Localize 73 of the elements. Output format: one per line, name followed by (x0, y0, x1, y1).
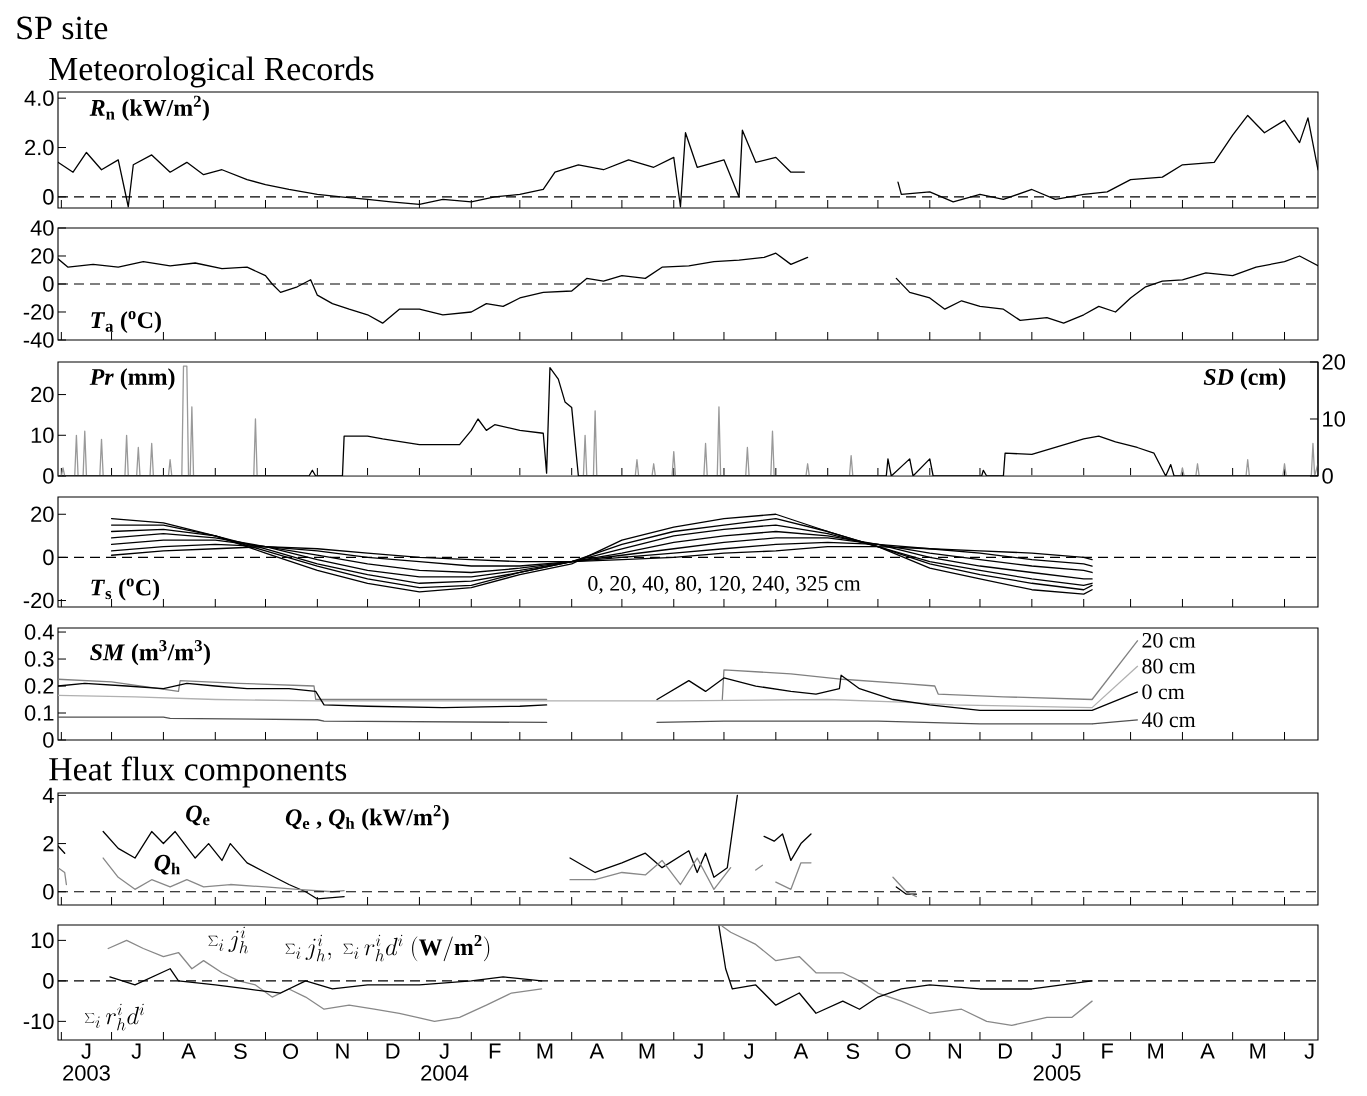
y-tick-label: 2 (43, 835, 54, 852)
y-tick-label: 20 (31, 386, 54, 403)
x-tick-label: A (181, 1043, 196, 1059)
series-label: $\sum_i j^i_h$ (208, 926, 249, 954)
x-tick-label: A (589, 1043, 605, 1059)
y-tick-label: 0.3 (24, 651, 54, 667)
y-tick-label: -10 (23, 1013, 54, 1030)
x-tick-label: J (693, 1043, 703, 1059)
y2-axis-title: SD (cm) (1203, 368, 1286, 390)
y2-tick-label: 20 (1322, 354, 1346, 370)
y-tick-label: -20 (23, 304, 54, 320)
y-axis-title: T$_{a}$ ($^{o}$C) (91, 311, 161, 334)
y-axis-title: Q$_{e}$ , Q$_{h}$ (kW/m$^{2}$) (285, 805, 449, 831)
y-tick-label: 4 (42, 787, 54, 803)
chart-title: Heat flux components (49, 756, 347, 788)
text: 20 cm (1142, 632, 1196, 648)
chart-subtitle: Meteorological Records (49, 56, 374, 88)
y-tick-label: 20 (31, 248, 54, 264)
x-tick-label: D (386, 1043, 400, 1059)
y-tick-label: 4.0 (24, 90, 54, 106)
y-tick-label: 0.4 (24, 624, 54, 640)
text: 80 cm (1142, 658, 1196, 674)
legend-label: 0 cm (1142, 684, 1185, 700)
x-tick-label: F (489, 1043, 501, 1059)
x-tick-label: M (639, 1043, 655, 1059)
y2-tick-label: 10 (1323, 411, 1346, 427)
y-tick-label: 0 (43, 732, 54, 748)
x-tick-label: O (895, 1043, 911, 1060)
y-tick-label: 0 (43, 468, 54, 484)
x-tick-label: J 2004 (421, 1043, 469, 1081)
x-tick-label: A (1200, 1043, 1215, 1059)
series-label: Q$_{e}$ (186, 805, 210, 826)
x-tick-label: M (537, 1043, 553, 1059)
y-tick-label: 0 (43, 973, 54, 989)
x-tick-label: S (234, 1043, 247, 1060)
y-tick-label: 0 (43, 276, 54, 292)
y-tick-label: 40 (30, 220, 54, 236)
y-tick-label: 0 (43, 549, 54, 566)
y-tick-label: 0 (43, 189, 54, 205)
y-axis-title: SM (m$^{3}$/m$^{3}$) (90, 640, 210, 666)
y-tick-label: 10 (31, 427, 54, 444)
x-tick-label: M (1250, 1043, 1266, 1059)
x-tick-label: A (793, 1043, 809, 1059)
y-tick-label: -20 (23, 592, 54, 609)
x-tick-label: O (283, 1043, 299, 1060)
chart-title: SP site (17, 16, 108, 40)
x-tick-label: J (131, 1043, 141, 1059)
annotation: 0, 20, 40, 80, 120, 240, 325 cm (588, 576, 861, 594)
y-axis-title: T$_{s}$ ($^{o}$C) (91, 578, 160, 601)
y-tick-label: 20 (31, 506, 54, 523)
y-tick-label: 2.0 (25, 139, 54, 156)
series-label: Q$_{h}$ (154, 854, 180, 875)
x-tick-label: F (1102, 1043, 1113, 1059)
x-tick-label: D (998, 1043, 1012, 1059)
y-tick-label: 0.2 (24, 678, 54, 694)
legend-label: $\sum_i r^i_h d^i$ (84, 1003, 144, 1031)
x-tick-label: J 2003 (63, 1043, 110, 1081)
x-tick-label: S (846, 1043, 860, 1060)
y2-tick-label: 0 (1322, 468, 1333, 484)
x-tick-label: N (948, 1043, 962, 1059)
x-tick-label: M (1148, 1043, 1164, 1059)
x-tick-label: J 2005 (1033, 1043, 1081, 1081)
x-tick-label: J (743, 1043, 753, 1059)
y-axis-title: $\sum_i j^i_h ,\ \sum_i r^i_h d^i\ \mathbf{(W/m^2)}$ (285, 934, 490, 962)
y-tick-label: 0.1 (24, 705, 54, 721)
x-tick-label: N (336, 1043, 349, 1059)
x-tick-label: J (1304, 1043, 1314, 1059)
y-tick-label: -40 (23, 332, 54, 348)
y-axis-title: R$_{n}$ (kW/m$^{2}$) (89, 95, 209, 121)
y-tick-label: 10 (31, 932, 54, 949)
legend-label: 40 cm (1141, 712, 1196, 728)
y-tick-label: 0 (43, 883, 54, 900)
y-axis-title: Pr (mm) (89, 368, 175, 390)
